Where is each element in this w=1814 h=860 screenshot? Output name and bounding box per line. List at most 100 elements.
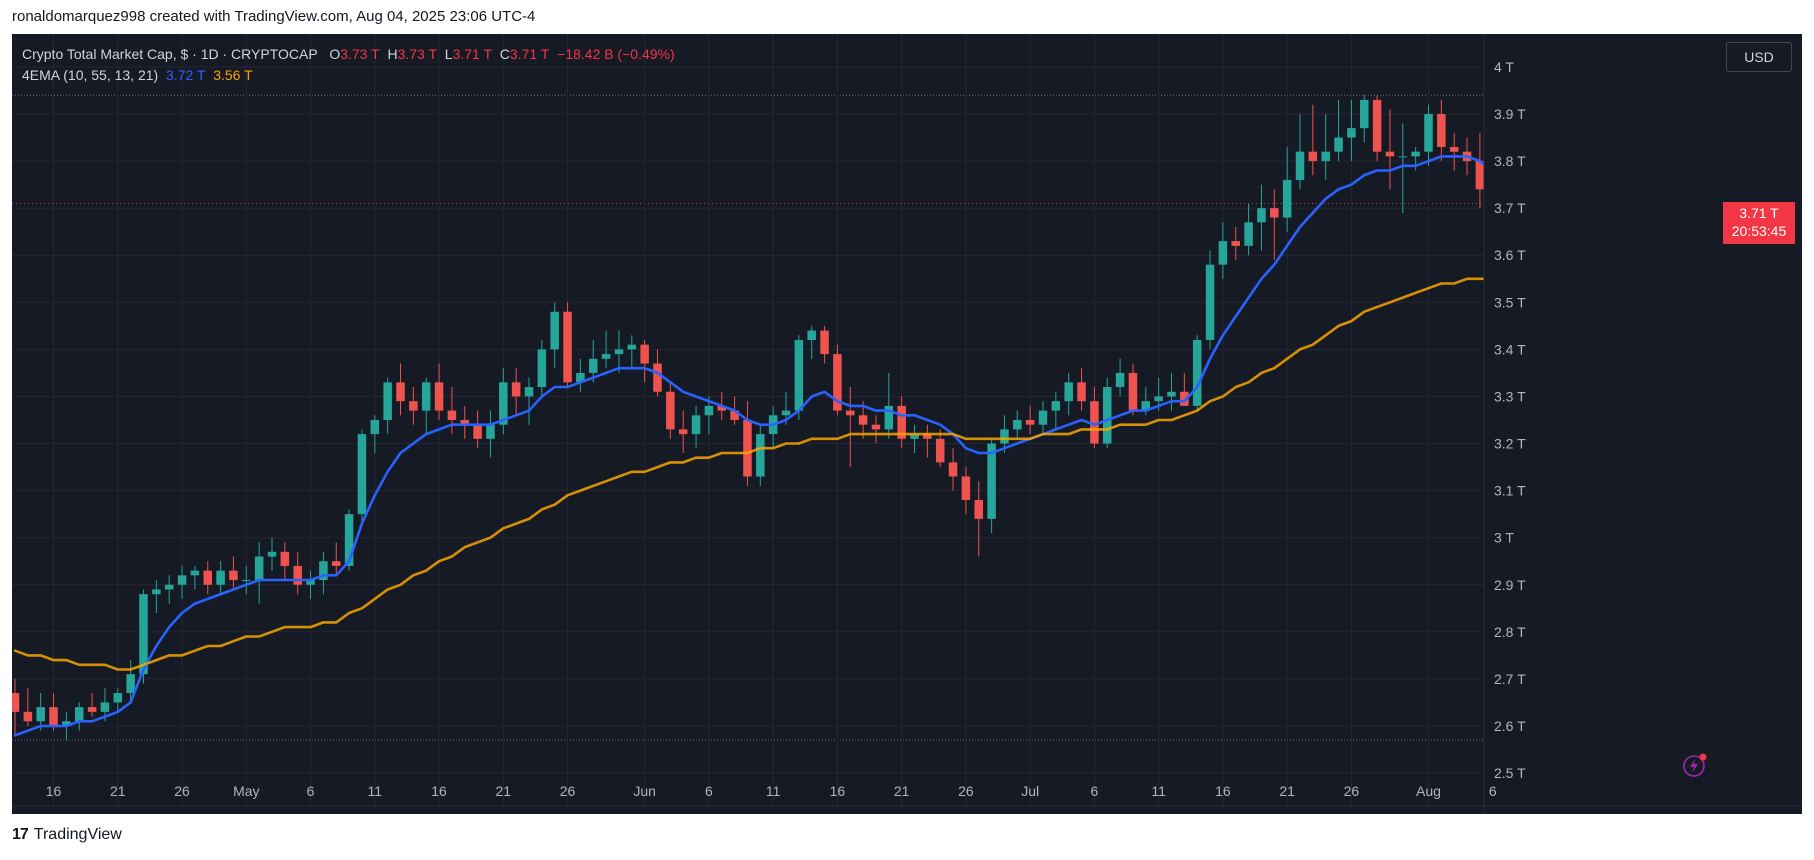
candle-body xyxy=(267,551,277,557)
price-tick-label: 3.8 T xyxy=(1494,153,1526,169)
ema-fast-line xyxy=(13,155,1546,737)
open-value: 3.73 T xyxy=(340,46,380,62)
low-value: 3.71 T xyxy=(452,46,493,62)
candle-body xyxy=(164,584,174,590)
candle-body xyxy=(1205,264,1215,340)
price-axis xyxy=(1484,34,1802,814)
candle-body xyxy=(319,561,328,581)
candle-body xyxy=(1013,420,1022,430)
candle-body xyxy=(229,570,238,581)
candle-body xyxy=(1115,372,1125,388)
last-price-value: 3.71 T xyxy=(1739,205,1779,221)
candle-body xyxy=(614,349,624,355)
candle-body xyxy=(190,570,200,576)
candle-body xyxy=(23,711,33,722)
time-tick-label: 26 xyxy=(560,783,576,799)
candle-body xyxy=(524,387,534,397)
candle-body xyxy=(1334,137,1343,152)
price-tick-label: 3.3 T xyxy=(1494,388,1526,404)
close-value: 3.71 T xyxy=(509,46,550,62)
change-value: −18.42 B (−0.49%) xyxy=(557,46,675,62)
candle-body xyxy=(833,354,842,411)
price-tick-label: 3.4 T xyxy=(1494,341,1526,357)
time-tick-label: 11 xyxy=(368,783,383,799)
candle-body xyxy=(897,405,906,439)
candle-body xyxy=(627,344,637,350)
candle-body xyxy=(1167,391,1176,397)
time-tick-label: 26 xyxy=(1344,783,1360,799)
candle-body xyxy=(1077,382,1086,402)
candle-body xyxy=(332,561,341,566)
candle-body xyxy=(846,410,855,416)
price-tick-label: 3.9 T xyxy=(1494,106,1526,122)
candle-body xyxy=(1064,382,1073,402)
chart-area[interactable]: 2.5 T 2.6 T 2.7 T 2.8 T 2.9 T 3 T 3.1 T 3.2 T 3.… xyxy=(10,34,1802,814)
candle-body xyxy=(1218,241,1228,265)
ohlc-line: Crypto Total Market Cap, $ · 1D · CRYPTO… xyxy=(22,44,675,65)
close-label: C xyxy=(499,46,510,62)
candle-body xyxy=(1000,429,1009,444)
candle-body xyxy=(563,311,572,383)
time-tick-label: 6 xyxy=(1091,783,1099,799)
time-tick-label: 16 xyxy=(46,783,62,799)
price-tick-label: 2.9 T xyxy=(1494,577,1526,593)
candle-body xyxy=(434,382,444,411)
candle-body xyxy=(306,580,315,585)
candle-body xyxy=(1180,391,1189,406)
candle-body xyxy=(756,434,765,477)
ema-slow-line xyxy=(13,272,1546,671)
candle-body xyxy=(113,693,123,703)
candle-body xyxy=(511,382,521,397)
candle-body xyxy=(357,434,367,515)
tradingview-logo-icon[interactable]: 17 xyxy=(12,826,29,843)
price-tick-label: 2.6 T xyxy=(1494,718,1526,734)
candle-body xyxy=(293,565,302,585)
time-tick-label: 11 xyxy=(766,783,781,799)
candle-body xyxy=(1411,151,1420,157)
candle-body xyxy=(460,420,469,425)
footer: 17 TradingView xyxy=(12,826,122,844)
created-by-text: ronaldomarquez998 created with TradingVi… xyxy=(12,8,536,25)
candle-body xyxy=(75,707,84,722)
candle-body xyxy=(1398,156,1408,158)
candle-body xyxy=(807,330,816,340)
candle-body xyxy=(704,405,714,416)
candle-body xyxy=(820,330,829,355)
symbol-label[interactable]: Crypto Total Market Cap, $ · 1D · CRYPTO… xyxy=(22,46,318,62)
candle-body xyxy=(62,721,71,726)
price-tick-label: 3 T xyxy=(1494,530,1514,546)
currency-button[interactable]: USD xyxy=(1726,42,1792,72)
footer-brand[interactable]: TradingView xyxy=(33,826,122,843)
time-tick-label: 21 xyxy=(894,783,910,799)
price-tick-label: 3.7 T xyxy=(1494,200,1526,216)
candle-body xyxy=(550,311,559,350)
time-tick-label: 26 xyxy=(958,783,974,799)
candle-body xyxy=(974,500,983,519)
candle-body xyxy=(1437,114,1446,147)
candle-body xyxy=(781,410,791,416)
candle-body xyxy=(473,424,482,439)
price-chart[interactable]: 2.5 T 2.6 T 2.7 T 2.8 T 2.9 T 3 T 3.1 T 3.2 T 3.… xyxy=(10,34,1802,814)
candle-body xyxy=(653,363,662,392)
bar-countdown: 20:53:45 xyxy=(1731,223,1787,239)
candle-body xyxy=(100,702,110,712)
candle-body xyxy=(1051,401,1061,411)
candle-body xyxy=(1424,114,1433,152)
candle-body xyxy=(242,580,251,582)
candle-body xyxy=(383,382,392,420)
candle-body xyxy=(203,570,212,585)
ema-label[interactable]: 4EMA (10, 55, 13, 21) xyxy=(22,67,159,83)
time-tick-label: 16 xyxy=(1215,783,1231,799)
time-tick-label: 21 xyxy=(496,783,512,799)
ema-fast-value: 3.72 T xyxy=(165,67,206,83)
candle-body xyxy=(447,410,457,420)
candle-body xyxy=(1475,161,1485,190)
bolt-icon[interactable] xyxy=(1682,752,1708,778)
candle-body xyxy=(910,434,919,439)
candle-body xyxy=(280,551,290,566)
candle-body xyxy=(396,382,405,402)
candle-body xyxy=(691,415,701,435)
candle-body xyxy=(409,401,418,411)
price-tick-label: 2.7 T xyxy=(1494,671,1526,687)
candle-body xyxy=(730,410,739,420)
